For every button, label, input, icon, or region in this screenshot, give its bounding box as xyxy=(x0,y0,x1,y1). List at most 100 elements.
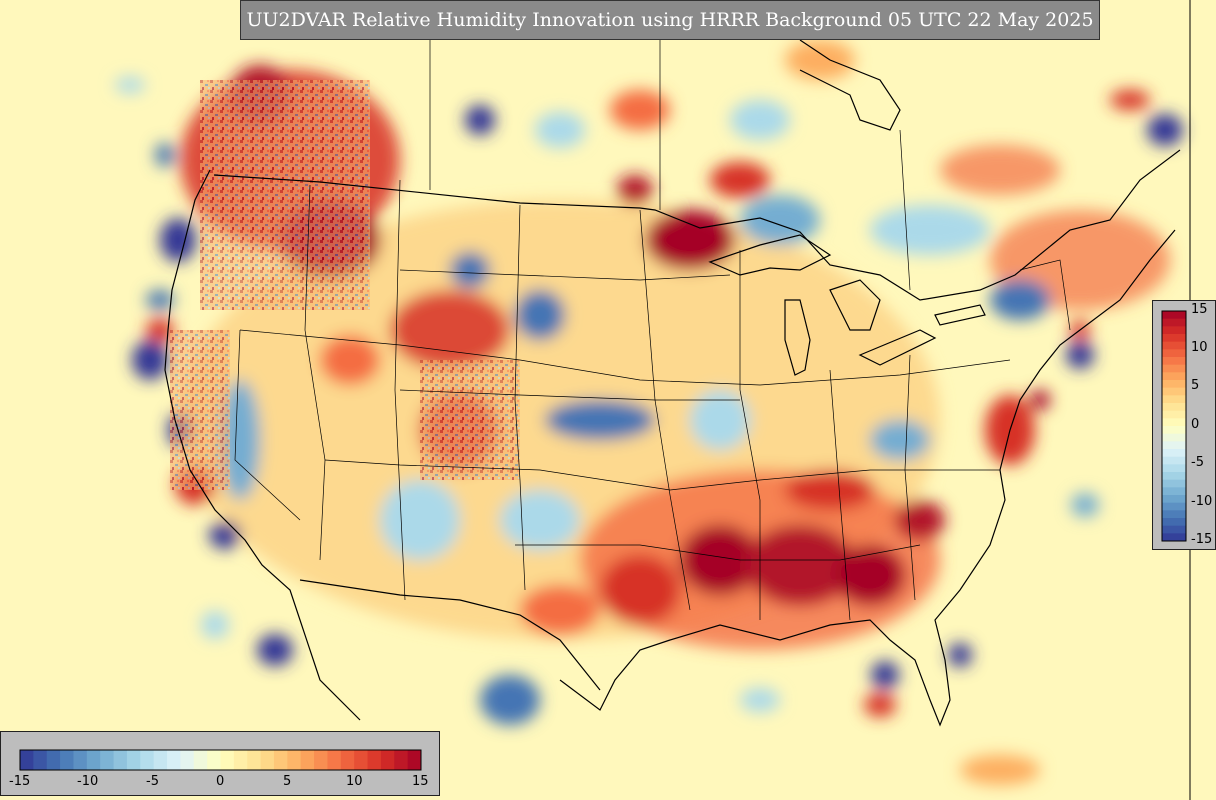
colorbar-cell xyxy=(300,750,315,770)
state-line xyxy=(239,329,1011,386)
colorbar-cell xyxy=(1162,495,1186,504)
colorbar-cell xyxy=(314,750,328,770)
colorbar-h-tick: 5 xyxy=(283,774,292,789)
state-line xyxy=(904,354,916,601)
colorbar-cell xyxy=(1162,326,1186,335)
field-patch xyxy=(645,210,735,270)
hudson-bay-coast xyxy=(799,39,901,131)
noise-patch xyxy=(170,330,230,490)
field-patch xyxy=(1030,390,1050,410)
us-canada-border xyxy=(213,149,1181,301)
colorbar-cell xyxy=(1162,349,1186,358)
colorbar-cell xyxy=(1162,456,1186,465)
field-patch xyxy=(201,611,229,639)
colorbar-cell xyxy=(273,750,288,770)
lake-superior xyxy=(708,234,832,276)
colorbar-cell xyxy=(407,750,422,770)
colorbar-cell xyxy=(100,750,115,770)
colorbar-cell xyxy=(367,750,382,770)
colorbar-cell xyxy=(1162,311,1186,320)
field-patch xyxy=(1147,114,1183,146)
colorbar-cell xyxy=(60,750,74,770)
field-patch xyxy=(870,205,990,255)
colorbar-cell xyxy=(1162,441,1186,450)
colorbar-cell xyxy=(340,750,355,770)
state-line xyxy=(394,179,406,601)
colorbar-cell xyxy=(1162,510,1186,519)
field-patch xyxy=(465,105,495,135)
colorbar-h-tick: -5 xyxy=(146,774,159,789)
state-line xyxy=(829,369,851,621)
field-patch xyxy=(940,145,1060,195)
colorbar-cell xyxy=(233,750,248,770)
colorbar-cell xyxy=(1162,525,1186,534)
state-line xyxy=(639,209,691,611)
field-patch xyxy=(895,500,945,540)
colorbar-cell xyxy=(193,750,208,770)
colorbar-cell xyxy=(380,750,395,770)
colorbar-v-tick: 0 xyxy=(1191,417,1200,432)
field-patch xyxy=(610,90,670,130)
colorbar-cell xyxy=(1162,318,1186,327)
colorbar-cell xyxy=(140,750,155,770)
lake-huron xyxy=(829,279,881,331)
field-patch xyxy=(146,318,174,342)
field-patch xyxy=(380,480,460,560)
mexico-border xyxy=(299,579,601,691)
field-patch xyxy=(1066,341,1094,369)
colorbar-cell xyxy=(46,750,61,770)
field-patch xyxy=(160,218,196,262)
colorbar-cell xyxy=(1162,395,1186,404)
field-patch xyxy=(115,77,145,93)
field-patch xyxy=(480,675,540,725)
field-patch xyxy=(710,162,770,198)
colorbar-cell xyxy=(126,750,141,770)
colorbar-cell xyxy=(394,750,409,770)
colorbar-cell xyxy=(73,750,88,770)
colorbar-h-tick: 10 xyxy=(346,774,363,789)
colorbar-horizontal-ramp xyxy=(19,749,422,771)
field-patch xyxy=(785,470,875,510)
colorbar-v-tick: 10 xyxy=(1191,340,1208,355)
field-patch xyxy=(600,555,680,625)
field-patch xyxy=(132,340,168,380)
state-line xyxy=(899,129,911,291)
state-line xyxy=(399,269,731,281)
state-line xyxy=(234,329,301,521)
field-patch xyxy=(990,280,1050,320)
colorbar-cell xyxy=(20,750,34,770)
field-patch xyxy=(209,521,241,549)
colorbar-cell xyxy=(1162,334,1186,343)
colorbar-cell xyxy=(287,750,302,770)
colorbar-h-tick: 0 xyxy=(216,774,225,789)
colorbar-cell xyxy=(247,750,262,770)
colorbar-cell xyxy=(153,750,168,770)
colorbar-v-tick: 15 xyxy=(1191,302,1208,317)
colorbar-cell xyxy=(260,750,275,770)
field-patch xyxy=(520,585,600,635)
state-line xyxy=(324,459,1000,491)
field-patch xyxy=(500,490,580,550)
boundaries xyxy=(164,39,1181,727)
field-patch xyxy=(146,290,174,310)
colorbar-h-tick: -10 xyxy=(77,774,99,789)
state-line xyxy=(399,389,740,401)
colorbar-cell xyxy=(1162,372,1186,381)
field-patch xyxy=(390,290,510,370)
field-patch xyxy=(320,335,380,385)
colorbar-cell xyxy=(1162,426,1186,435)
field-patch xyxy=(155,143,175,167)
colorbar-cell xyxy=(1162,502,1186,511)
colorbar-horizontal: -15 -10 -5 0 5 10 15 xyxy=(0,731,440,796)
field-patch xyxy=(257,634,293,666)
colorbar-v-tick: -15 xyxy=(1191,532,1213,547)
field-patch xyxy=(450,252,490,288)
colorbar-vertical-ramp xyxy=(1161,310,1187,542)
colorbar-cell xyxy=(1162,357,1186,366)
field-patch xyxy=(535,112,585,148)
field-patch xyxy=(871,661,899,689)
field-patch xyxy=(960,755,1040,785)
field-patch xyxy=(515,290,565,340)
map-title: UU2DVAR Relative Humidity Innovation usi… xyxy=(240,0,1100,40)
lake-michigan xyxy=(784,299,811,376)
